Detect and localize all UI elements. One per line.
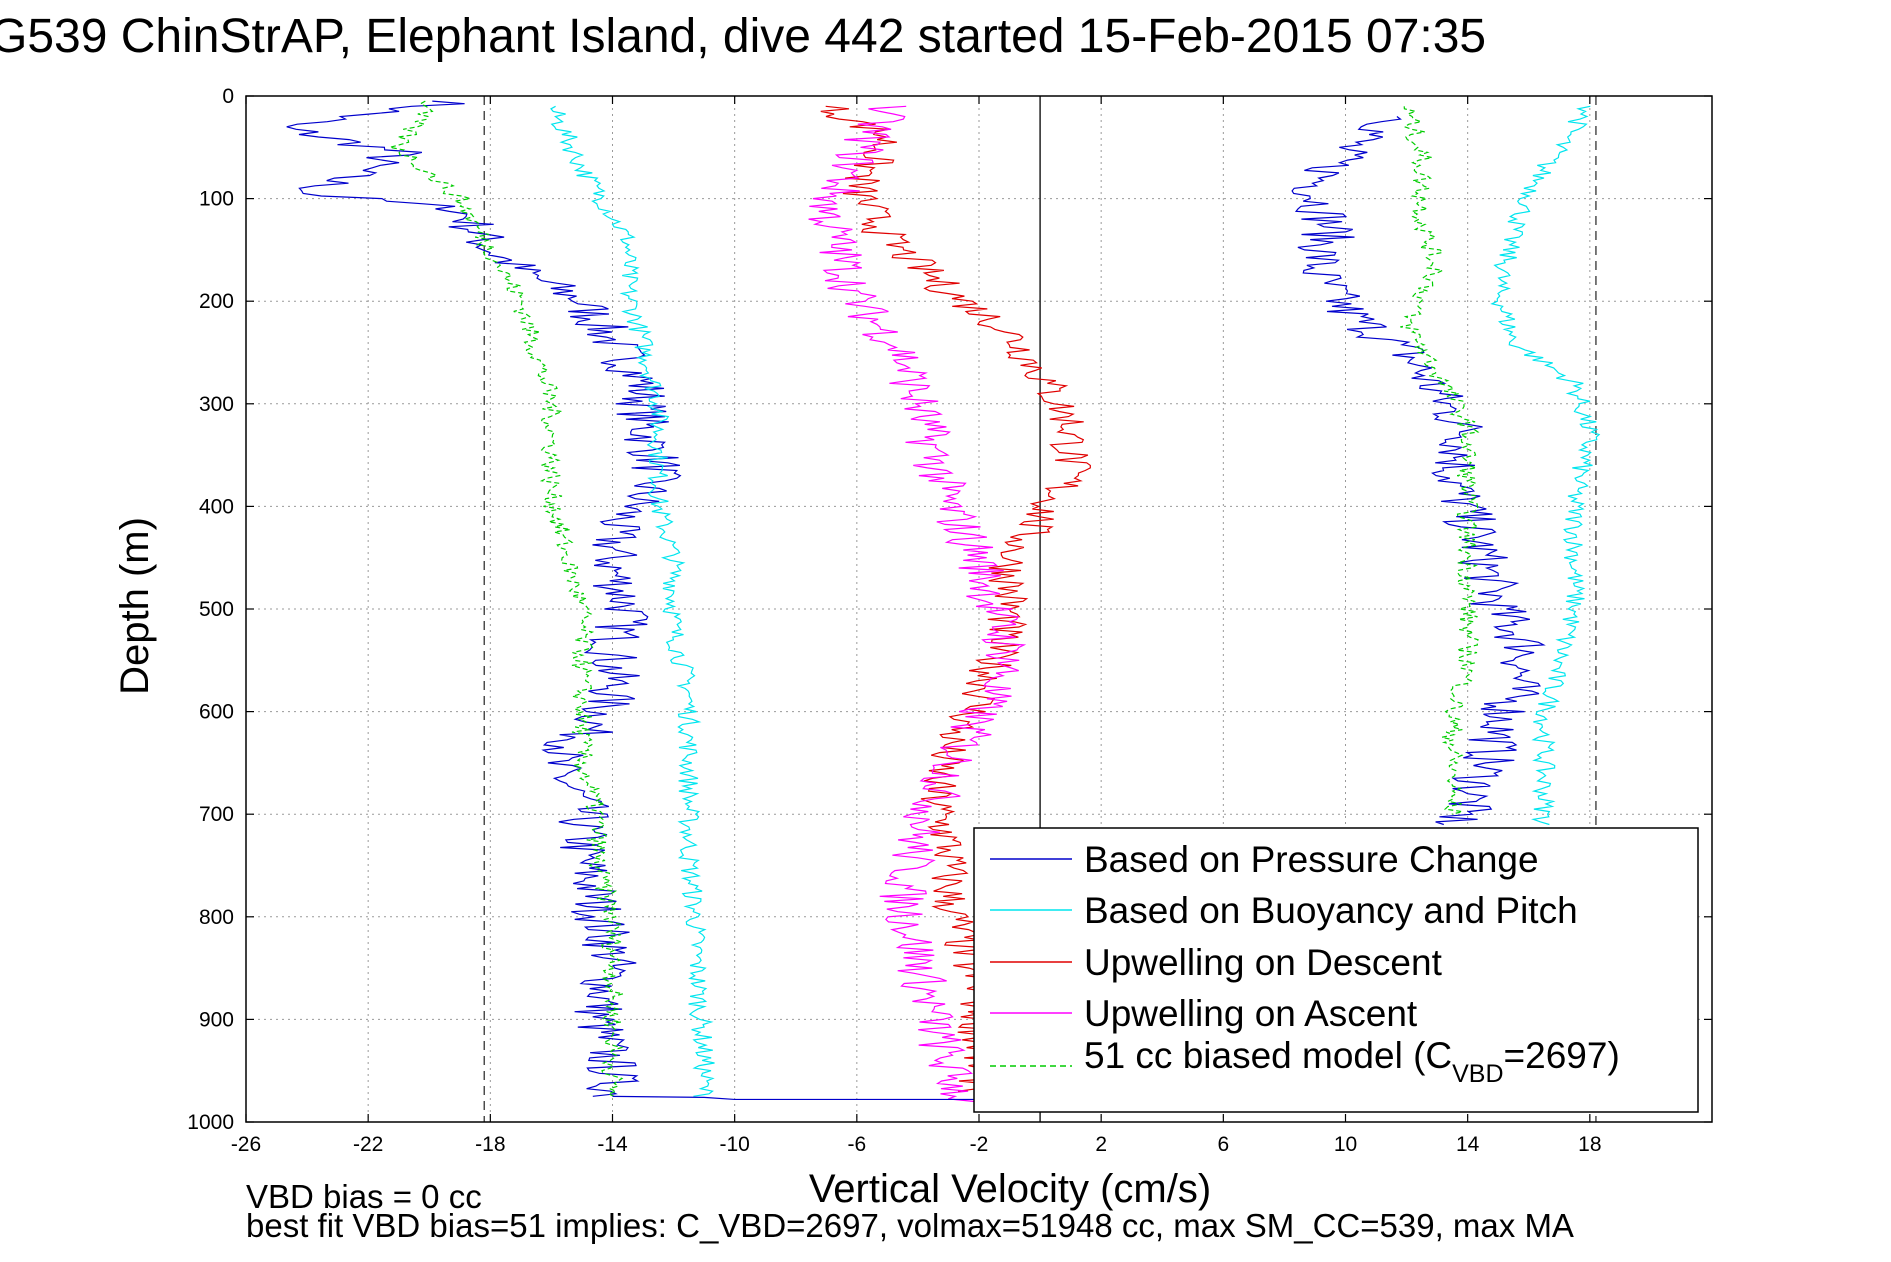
y-tick-label: 900 [199,1008,234,1031]
series-line-based-on-buoyancy-and-pitch-ascent [1490,105,1601,826]
y-tick-label: 200 [199,290,234,313]
x-tick-label: -18 [475,1133,505,1156]
y-axis-ticks: 0 100 200 300 400 500 600 700 800 900 1000 [187,85,1712,1134]
chart-title: G539 ChinStrAP, Elephant Island, dive 44… [0,10,1486,63]
series-line-based-on-buoyancy-and-pitch-descent [550,105,715,1097]
x-tick-label: -14 [597,1133,628,1156]
x-tick-label: -10 [719,1133,749,1156]
y-tick-label: 500 [199,598,234,621]
footer-note-best-fit: best fit VBD bias=51 implies: C_VBD=2697… [246,1207,1574,1244]
x-tick-label: 10 [1334,1133,1357,1156]
legend-label-biased-model-end: =2697) [1504,1035,1620,1076]
legend-label-upwelling-descent: Upwelling on Descent [1084,942,1443,983]
y-tick-label: 400 [199,495,234,518]
legend-box [973,827,1699,1113]
series-line-based-on-pressure-change-descent [286,100,682,1097]
legend-label-biased-model-main: 51 cc biased model (C [1084,1035,1452,1076]
x-tick-label: -6 [847,1133,866,1156]
series-line-51-cc-biased-model-cvbd-2697--ascent [1400,106,1480,815]
y-tick-label: 800 [199,906,234,929]
x-tick-label: -26 [231,1133,261,1156]
legend-label-biased-model: 51 cc biased model (CVBD=2697) [1084,1035,1620,1088]
x-tick-label: 2 [1095,1133,1107,1156]
series-group [286,100,1601,1103]
series-line-based-on-pressure-change-ascent [1291,116,1546,826]
legend-label-pressure: Based on Pressure Change [1084,839,1539,880]
x-tick-label: 6 [1217,1133,1229,1156]
x-tick-label: 14 [1456,1133,1480,1156]
y-tick-label: 700 [199,803,234,826]
footer-note-bias: VBD bias = 0 cc [246,1178,482,1215]
series-line-upwelling-on-ascent [808,105,1027,1103]
y-tick-label: 600 [199,701,234,724]
legend-label-upwelling-ascent: Upwelling on Ascent [1084,993,1418,1034]
y-tick-label: 300 [199,393,234,416]
x-tick-label: -2 [970,1133,989,1156]
series-line-upwelling-on-descent [820,105,1091,1092]
x-tick-label: -22 [353,1133,383,1156]
legend-label-biased-model-sub: VBD [1452,1060,1503,1088]
legend-label-buoyancy: Based on Buoyancy and Pitch [1084,890,1578,931]
x-axis-label: Vertical Velocity (cm/s) [809,1167,1211,1211]
y-tick-label: 1000 [187,1111,234,1134]
y-axis-label: Depth (m) [113,517,157,695]
x-tick-label: 18 [1578,1133,1601,1156]
y-tick-label: 100 [199,188,234,211]
legend: Based on Pressure Change Based on Buoyan… [973,827,1699,1113]
series-line-51-cc-biased-model-cvbd-2697--descent [389,100,625,1097]
x-axis-ticks: -26 -22 -18 -14 -10 -6 -2 2 6 10 14 18 [231,96,1602,1156]
y-tick-label: 0 [222,85,234,108]
plot-area [286,100,1601,1103]
